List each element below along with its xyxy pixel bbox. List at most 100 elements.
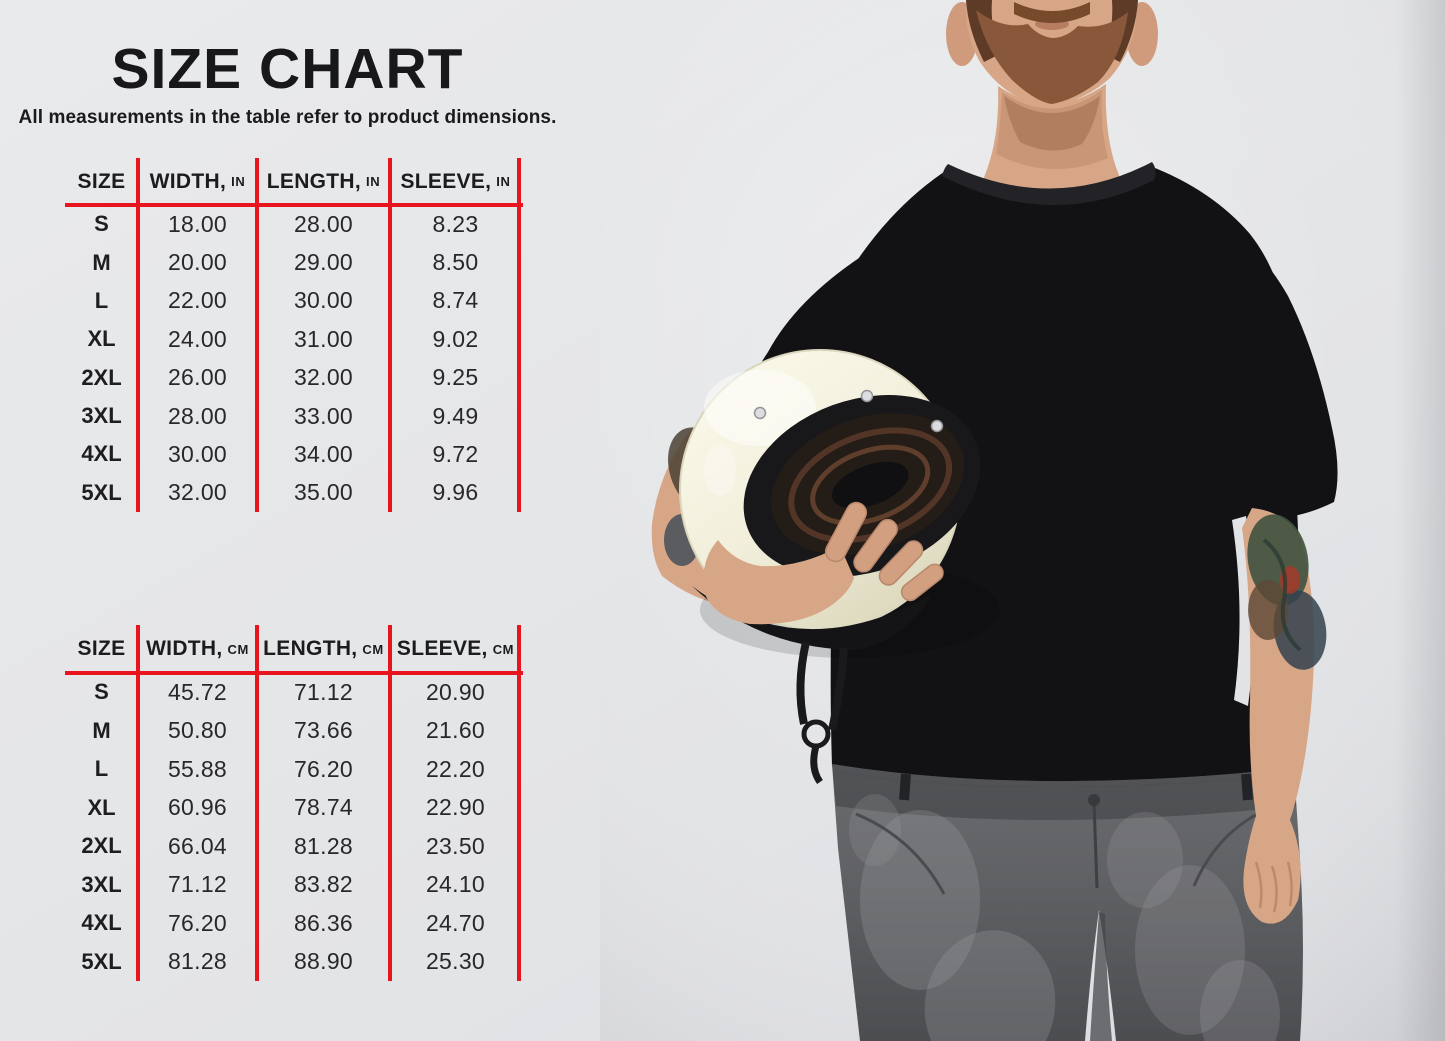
column-label: SIZE bbox=[77, 169, 126, 193]
helmet-rivet bbox=[753, 406, 767, 420]
right-hand bbox=[1254, 861, 1293, 913]
table-grid-line bbox=[517, 158, 521, 512]
measurement-value: 66.04 bbox=[167, 832, 228, 859]
finger bbox=[878, 540, 924, 586]
size-column-header: SIZE bbox=[65, 625, 138, 673]
measurement-value: 28.00 bbox=[167, 402, 228, 429]
finger-line bbox=[1286, 861, 1293, 907]
measurement-value: 50.80 bbox=[167, 717, 228, 744]
table-grid-line bbox=[136, 625, 140, 981]
measurement-value: 81.28 bbox=[167, 948, 228, 975]
measurement-value: 83.82 bbox=[293, 871, 354, 898]
measurement-value: 9.49 bbox=[432, 402, 479, 429]
column-label: WIDTH, bbox=[146, 637, 223, 660]
measurement-value: 8.23 bbox=[432, 210, 479, 237]
size-label: M bbox=[92, 717, 111, 743]
measurement-value: 32.00 bbox=[167, 479, 228, 506]
helmet-chin-strap bbox=[796, 641, 848, 785]
size-label: 5XL bbox=[81, 948, 122, 974]
helmet-bottom-rim bbox=[692, 586, 932, 650]
measurement-value: 86.36 bbox=[293, 909, 354, 936]
helmet-visor-opening bbox=[743, 395, 981, 577]
column-unit: IN bbox=[496, 174, 511, 189]
measurement-value: 45.72 bbox=[167, 678, 228, 705]
column-header: LENGTH, CM bbox=[257, 625, 390, 673]
size-label: XL bbox=[87, 794, 116, 820]
pocket-seam bbox=[855, 812, 946, 895]
measurement-value: 73.66 bbox=[293, 717, 354, 744]
column-unit: CM bbox=[492, 641, 515, 657]
title-block: SIZE CHART All measurements in the table… bbox=[5, 40, 570, 129]
table-grid-line bbox=[517, 625, 521, 981]
size-label: L bbox=[94, 756, 109, 782]
waist-seam bbox=[835, 771, 1293, 789]
column-header: SLEEVE, IN bbox=[390, 158, 521, 205]
column-label: SIZE bbox=[77, 637, 126, 660]
tattoo bbox=[1262, 538, 1302, 652]
measurement-value: 71.12 bbox=[293, 678, 354, 705]
measurement-value: 18.00 bbox=[167, 210, 228, 237]
tshirt-collar bbox=[942, 162, 1156, 206]
acid-wash bbox=[849, 794, 901, 866]
measurement-value: 31.00 bbox=[293, 325, 354, 352]
beard bbox=[976, 10, 1128, 104]
column-header: WIDTH, CM bbox=[138, 625, 257, 673]
acid-wash bbox=[1107, 812, 1183, 908]
acid-wash bbox=[924, 930, 1056, 1041]
model-photo bbox=[600, 0, 1445, 1041]
measurement-value: 20.90 bbox=[425, 678, 486, 705]
acid-wash bbox=[1135, 865, 1245, 1035]
man-head bbox=[946, 0, 1158, 206]
acid-wash bbox=[1200, 960, 1280, 1041]
tshirt-right-sleeve bbox=[1192, 200, 1338, 520]
mustache bbox=[1014, 2, 1090, 23]
table-header-rule bbox=[65, 671, 523, 675]
tattoo bbox=[1248, 580, 1288, 640]
size-label: 3XL bbox=[81, 403, 122, 429]
column-label: WIDTH, bbox=[149, 169, 227, 193]
measurement-value: 9.25 bbox=[432, 364, 479, 391]
finger-line bbox=[1270, 865, 1278, 913]
measurement-value: 9.96 bbox=[432, 479, 479, 506]
measurement-value: 60.96 bbox=[167, 794, 228, 821]
helmet-highlight bbox=[704, 444, 736, 496]
column-header: SLEEVE, CM bbox=[390, 625, 521, 673]
interior-dark bbox=[831, 461, 909, 509]
measurement-value: 20.00 bbox=[167, 249, 228, 276]
measurement-value: 30.00 bbox=[167, 440, 228, 467]
tshirt-torso bbox=[830, 166, 1301, 794]
grey-jeans bbox=[832, 764, 1303, 1041]
table-grid-line bbox=[255, 158, 259, 512]
size-table-centimeters: SIZE WIDTH, CM LENGTH, CM SLEEVE, CM S 45.72 71.1… bbox=[65, 625, 523, 981]
measurement-value: 9.72 bbox=[432, 440, 479, 467]
column-label: SLEEVE, bbox=[400, 169, 492, 193]
measurement-value: 23.50 bbox=[425, 832, 486, 859]
column-header: LENGTH, IN bbox=[257, 158, 390, 205]
measurement-value: 35.00 bbox=[293, 479, 354, 506]
measurement-value: 33.00 bbox=[293, 402, 354, 429]
page-subtitle: All measurements in the table refer to p… bbox=[18, 107, 557, 129]
size-label: 3XL bbox=[81, 871, 122, 897]
column-label: LENGTH, bbox=[266, 169, 362, 193]
column-label: SLEEVE, bbox=[396, 637, 488, 660]
finger-line bbox=[1254, 861, 1263, 909]
measurement-value: 26.00 bbox=[167, 364, 228, 391]
measurement-value: 76.20 bbox=[293, 755, 354, 782]
page-title: SIZE CHART bbox=[111, 37, 464, 101]
size-label: M bbox=[92, 249, 111, 275]
acid-wash bbox=[860, 810, 980, 990]
background-shadow-edge bbox=[1395, 0, 1445, 1041]
measurement-value: 8.74 bbox=[432, 287, 479, 314]
size-label: XL bbox=[87, 326, 116, 352]
palm bbox=[703, 540, 854, 625]
measurement-value: 22.00 bbox=[167, 287, 228, 314]
helmet-rivet bbox=[930, 419, 944, 433]
fly-seam bbox=[1092, 801, 1099, 889]
measurement-value: 21.60 bbox=[425, 717, 486, 744]
size-table-inches: SIZE WIDTH, IN LENGTH, IN SLEEVE, IN S 18.00 28.0… bbox=[65, 158, 523, 512]
size-label: 2XL bbox=[81, 364, 122, 390]
belt-loop bbox=[1241, 773, 1253, 801]
measurement-value: 24.10 bbox=[425, 871, 486, 898]
jeans-waist-shading bbox=[832, 764, 1296, 820]
